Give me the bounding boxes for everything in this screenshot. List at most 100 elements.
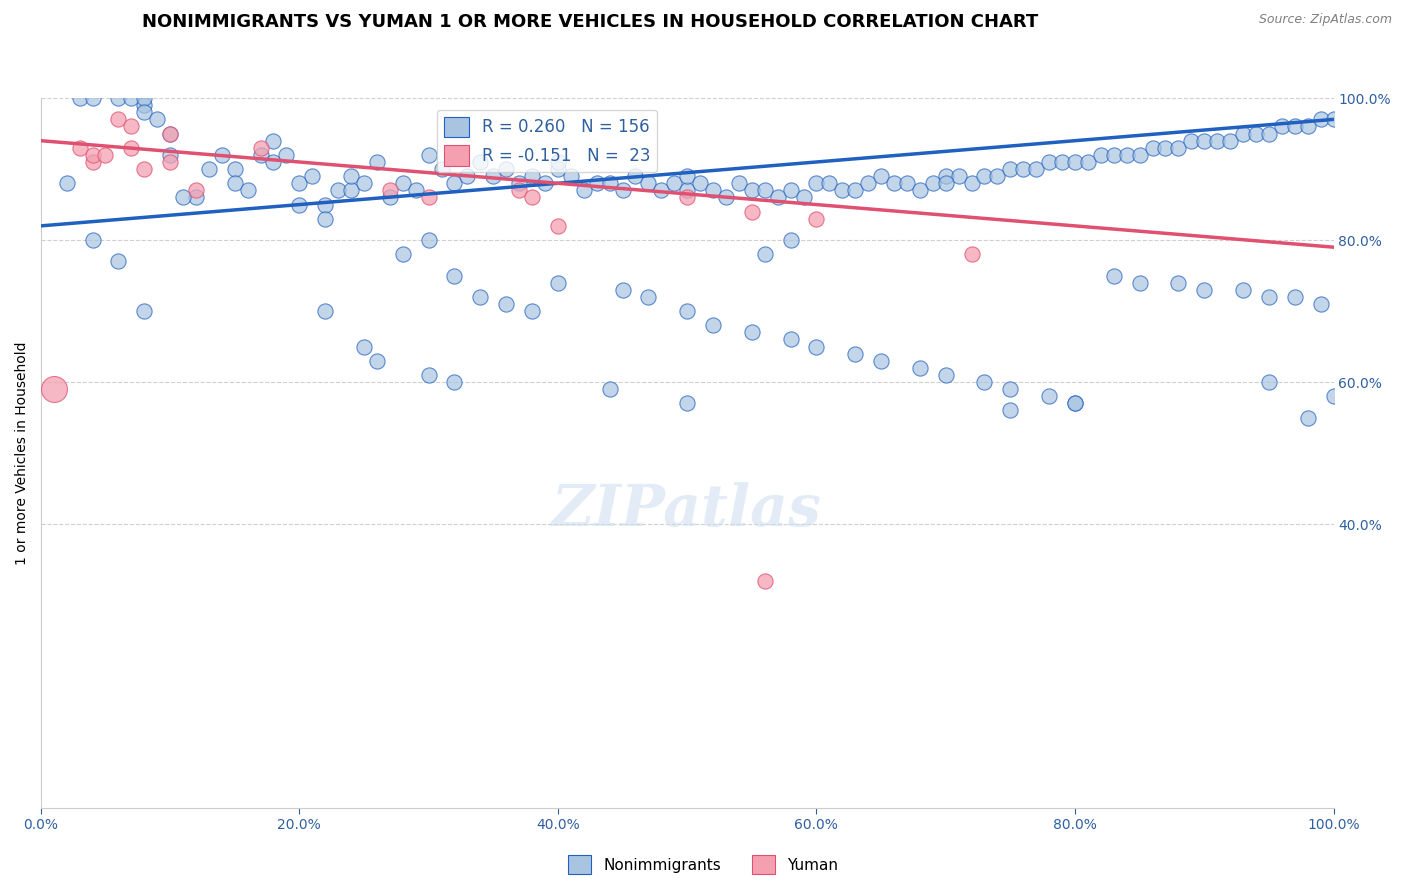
Point [69, 91, 91, 105]
Point [146, 112, 169, 127]
Point [1115, 148, 1137, 162]
Text: NONIMMIGRANTS VS YUMAN 1 OR MORE VEHICLES IN HOUSEHOLD CORRELATION CHART: NONIMMIGRANTS VS YUMAN 1 OR MORE VEHICLE… [142, 13, 1039, 31]
Point [184, 190, 207, 204]
Point [159, 127, 181, 141]
Point [1194, 134, 1216, 148]
Point [1038, 155, 1060, 169]
Point [1000, 403, 1022, 417]
Point [908, 183, 931, 197]
Point [948, 169, 970, 184]
Point [741, 183, 763, 197]
Point [624, 169, 647, 184]
Point [1064, 396, 1087, 410]
Point [184, 183, 207, 197]
Point [1142, 141, 1164, 155]
Point [443, 176, 465, 190]
Point [314, 197, 336, 211]
Point [430, 162, 453, 177]
Point [870, 169, 893, 184]
Point [560, 169, 582, 184]
Point [418, 368, 440, 382]
Point [741, 204, 763, 219]
Point [599, 176, 621, 190]
Point [224, 162, 246, 177]
Point [301, 169, 323, 184]
Point [1154, 141, 1177, 155]
Point [728, 176, 751, 190]
Point [741, 326, 763, 340]
Point [1050, 155, 1073, 169]
Point [120, 141, 142, 155]
Point [378, 190, 401, 204]
Point [82, 91, 104, 105]
Point [378, 183, 401, 197]
Point [883, 176, 905, 190]
Legend: R = 0.260   N = 156, R = -0.151   N =  23: R = 0.260 N = 156, R = -0.151 N = 23 [437, 110, 657, 172]
Point [107, 254, 129, 268]
Point [1167, 141, 1189, 155]
Point [366, 353, 388, 368]
Point [1284, 120, 1306, 134]
Point [314, 211, 336, 226]
Point [1309, 297, 1331, 311]
Point [779, 183, 801, 197]
Point [326, 183, 349, 197]
Point [520, 304, 543, 318]
Point [935, 368, 957, 382]
Y-axis label: 1 or more Vehicles in Household: 1 or more Vehicles in Household [15, 342, 30, 565]
Point [107, 112, 129, 127]
Point [766, 190, 789, 204]
Point [134, 98, 156, 112]
Point [754, 247, 776, 261]
Point [276, 148, 298, 162]
Point [340, 169, 363, 184]
Point [856, 176, 879, 190]
Point [1064, 155, 1087, 169]
Point [1257, 127, 1279, 141]
Point [585, 176, 607, 190]
Point [676, 190, 699, 204]
Point [134, 304, 156, 318]
Point [340, 183, 363, 197]
Point [612, 183, 634, 197]
Point [249, 148, 271, 162]
Point [547, 155, 569, 169]
Point [650, 183, 672, 197]
Point [1232, 127, 1254, 141]
Point [1090, 148, 1112, 162]
Point [470, 155, 492, 169]
Point [754, 574, 776, 588]
Point [482, 169, 505, 184]
Point [1129, 276, 1152, 290]
Point [134, 105, 156, 120]
Text: Source: ZipAtlas.com: Source: ZipAtlas.com [1258, 13, 1392, 27]
Point [1219, 134, 1241, 148]
Point [1296, 120, 1319, 134]
Point [844, 183, 866, 197]
Point [418, 148, 440, 162]
Point [637, 290, 659, 304]
Point [391, 247, 413, 261]
Point [520, 190, 543, 204]
Point [495, 297, 517, 311]
Point [935, 169, 957, 184]
Point [470, 290, 492, 304]
Point [572, 183, 595, 197]
Point [508, 183, 530, 197]
Point [973, 375, 995, 389]
Point [1206, 134, 1229, 148]
Point [1180, 134, 1202, 148]
Point [599, 382, 621, 396]
Point [1271, 120, 1294, 134]
Point [134, 91, 156, 105]
Point [1077, 155, 1099, 169]
Point [288, 197, 311, 211]
Point [1322, 389, 1344, 403]
Point [120, 91, 142, 105]
Point [664, 176, 686, 190]
Point [973, 169, 995, 184]
Point [714, 190, 737, 204]
Point [702, 318, 724, 333]
Point [779, 333, 801, 347]
Point [806, 211, 828, 226]
